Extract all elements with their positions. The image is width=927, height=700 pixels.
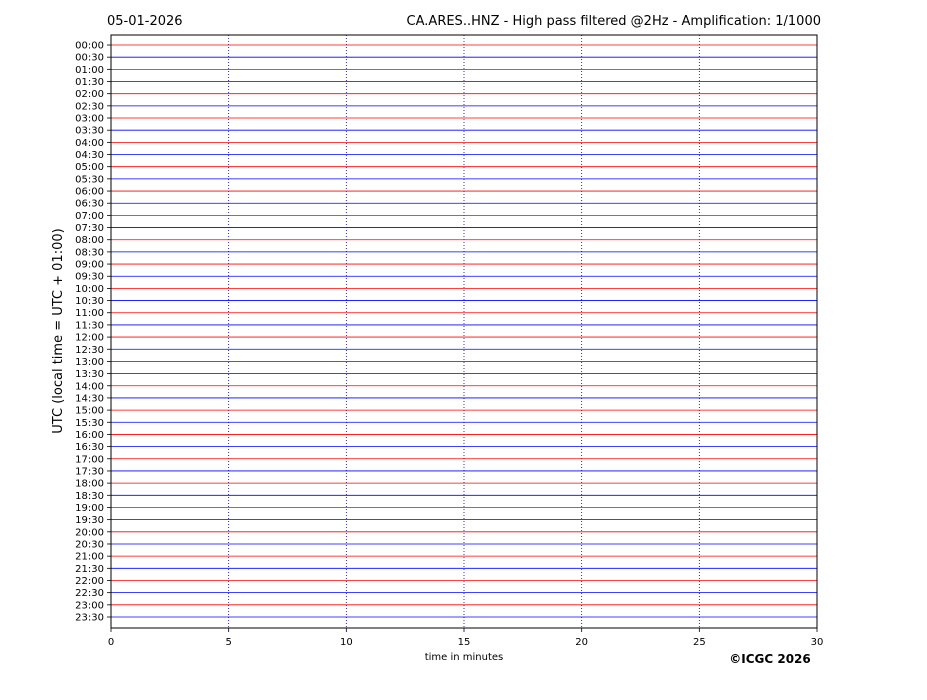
- y-tick-label: 19:30: [75, 515, 104, 526]
- y-tick-label: 01:30: [75, 77, 104, 88]
- y-tick-label: 14:30: [75, 393, 104, 404]
- y-tick-label: 13:00: [75, 357, 104, 368]
- y-tick-label: 06:30: [75, 199, 104, 210]
- y-tick-label: 00:30: [75, 53, 104, 64]
- y-tick-label: 05:30: [75, 174, 104, 185]
- y-tick-label: 13:30: [75, 369, 104, 380]
- y-tick-label: 02:30: [75, 101, 104, 112]
- chart-title: CA.ARES..HNZ - High pass filtered @2Hz -…: [407, 14, 821, 29]
- y-tick-label: 12:30: [75, 345, 104, 356]
- x-axis-label: time in minutes: [425, 652, 504, 663]
- y-tick-label: 22:30: [75, 588, 104, 599]
- y-tick-label: 11:00: [75, 308, 104, 319]
- x-tick-label: 20: [575, 637, 588, 648]
- y-tick-label: 00:00: [75, 41, 104, 52]
- y-tick-label: 21:00: [75, 552, 104, 563]
- y-tick-label: 20:30: [75, 539, 104, 550]
- y-tick-label: 18:00: [75, 479, 104, 490]
- date-label: 05-01-2026: [107, 14, 183, 29]
- y-tick-label: 06:00: [75, 187, 104, 198]
- y-tick-label: 23:00: [75, 600, 104, 611]
- y-tick-label: 15:30: [75, 418, 104, 429]
- y-tick-label: 20:00: [75, 527, 104, 538]
- y-tick-label: 19:00: [75, 503, 104, 514]
- plot-frame: [110, 34, 818, 629]
- y-tick-label: 07:00: [75, 211, 104, 222]
- y-tick-label: 09:00: [75, 260, 104, 271]
- y-tick-label: 04:30: [75, 150, 104, 161]
- y-tick-label: 07:30: [75, 223, 104, 234]
- y-tick-label: 12:00: [75, 333, 104, 344]
- y-tick-label: 16:30: [75, 442, 104, 453]
- y-tick-label: 17:30: [75, 466, 104, 477]
- copyright: ©ICGC 2026: [729, 652, 811, 666]
- y-tick-label: 18:30: [75, 491, 104, 502]
- y-tick-label: 08:30: [75, 247, 104, 258]
- y-tick-label: 10:30: [75, 296, 104, 307]
- y-tick-label: 03:00: [75, 114, 104, 125]
- y-tick-label: 04:00: [75, 138, 104, 149]
- y-tick-label: 02:00: [75, 89, 104, 100]
- y-tick-label: 22:00: [75, 576, 104, 587]
- y-tick-label: 08:00: [75, 235, 104, 246]
- x-tick-label: 15: [458, 637, 471, 648]
- x-tick-label: 30: [811, 637, 824, 648]
- y-tick-label: 14:00: [75, 381, 104, 392]
- y-tick-label: 11:30: [75, 320, 104, 331]
- y-tick-label: 03:30: [75, 126, 104, 137]
- x-tick-label: 25: [693, 637, 706, 648]
- y-tick-label: 15:00: [75, 406, 104, 417]
- x-tick-label: 0: [108, 637, 114, 648]
- y-tick-label: 09:30: [75, 272, 104, 283]
- y-tick-label: 23:30: [75, 613, 104, 624]
- y-tick-label: 17:00: [75, 454, 104, 465]
- x-tick-label: 5: [225, 637, 231, 648]
- y-tick-label: 16:00: [75, 430, 104, 441]
- x-tick-label: 10: [340, 637, 353, 648]
- y-tick-label: 05:00: [75, 162, 104, 173]
- y-tick-label: 01:00: [75, 65, 104, 76]
- y-axis-label: UTC (local time = UTC + 01:00): [51, 228, 66, 433]
- y-tick-label: 10:00: [75, 284, 104, 295]
- y-tick-label: 21:30: [75, 564, 104, 575]
